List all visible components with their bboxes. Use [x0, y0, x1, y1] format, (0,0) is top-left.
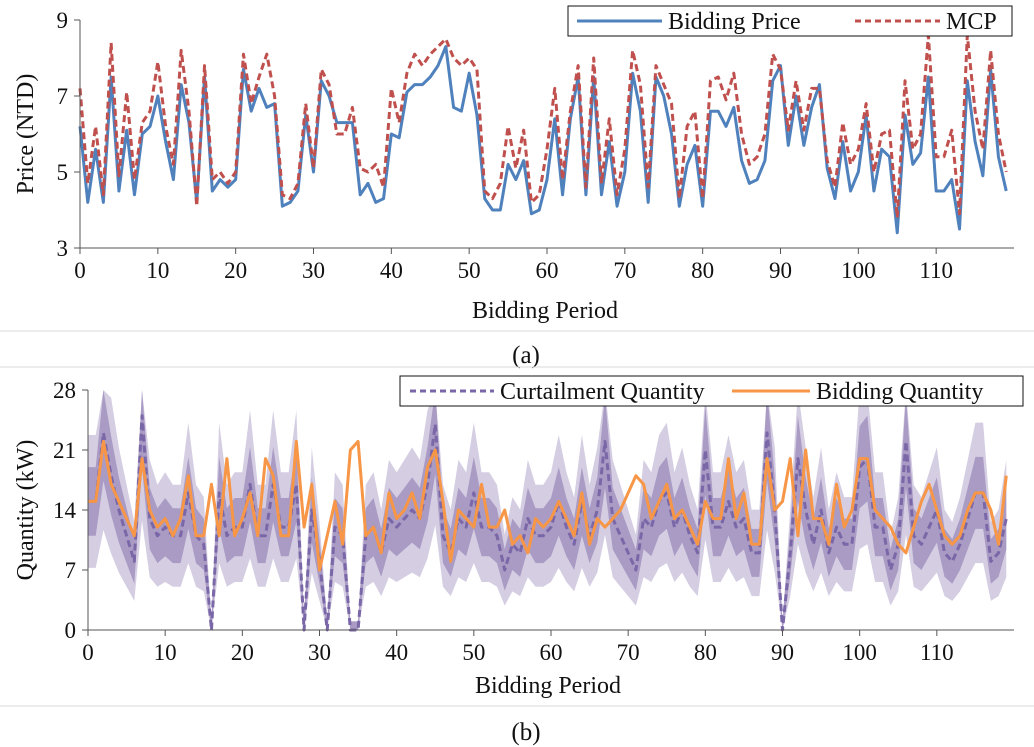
x-tick-label: 100	[841, 258, 876, 283]
y-tick-label: 7	[57, 84, 69, 109]
x-tick-label: 80	[691, 258, 714, 283]
x-tick-label: 80	[694, 640, 717, 665]
panel-a-x-axis-label: Bidding Period	[472, 298, 618, 324]
panel-a-price-chart: 0 10 20 30 40 50 60 70 80 90 100 110 3 5 7 9 Bidding Pe…	[13, 5, 1014, 369]
legend-label-mcp: MCP	[946, 9, 997, 35]
curtailment-inner-band	[88, 390, 1007, 630]
x-tick-label: 30	[302, 258, 325, 283]
panel-b-legend-box	[399, 375, 1024, 407]
panel-b-x-axis-label: Bidding Period	[475, 673, 621, 699]
y-tick-label: 14	[53, 498, 77, 523]
panel-a-y-axis-label: Price (NTD)	[13, 74, 39, 195]
panel-a-legend: Bidding Price MCP	[567, 5, 1013, 37]
x-tick-label: 20	[224, 258, 247, 283]
y-tick-label: 28	[53, 378, 76, 403]
panel-b-quantity-chart: 0 10 20 30 40 50 60 70 80 90 100 110 0 7 14 21 28 Biddin…	[13, 375, 1024, 746]
y-tick-label: 21	[53, 438, 76, 463]
x-tick-label: 0	[82, 640, 94, 665]
x-tick-label: 70	[613, 258, 636, 283]
series-line-bidding-quantity	[88, 439, 1008, 572]
x-tick-label: 50	[462, 640, 485, 665]
x-tick-label: 30	[308, 640, 331, 665]
panel-a-caption: (a)	[512, 342, 540, 369]
series-line-mcp	[78, 33, 1008, 220]
series-line-curtailment-quantity	[88, 414, 1008, 632]
x-tick-label: 40	[385, 640, 408, 665]
panel-b-legend: Curtailment Quantity Bidding Quantity	[399, 375, 1024, 407]
x-tick-label: 50	[458, 258, 481, 283]
panel-b-ticks: 0 10 20 30 40 50 60 70 80 90 100 110 0 7 14 21 28	[53, 378, 954, 665]
panel-a-ticks: 0 10 20 30 40 50 60 70 80 90 100 110 3 5 7 9	[57, 8, 953, 283]
x-tick-label: 90	[769, 258, 792, 283]
y-tick-label: 7	[65, 558, 77, 583]
y-tick-label: 5	[57, 160, 69, 185]
x-tick-label: 110	[919, 258, 953, 283]
x-tick-label: 40	[380, 258, 403, 283]
y-tick-label: 3	[57, 236, 69, 261]
y-tick-label: 9	[57, 8, 69, 33]
x-tick-label: 10	[154, 640, 177, 665]
x-tick-label: 60	[536, 258, 559, 283]
x-tick-label: 110	[920, 640, 954, 665]
x-tick-label: 70	[617, 640, 640, 665]
legend-label-bidding-price: Bidding Price	[668, 9, 801, 35]
panel-b-caption: (b)	[511, 719, 540, 746]
panel-b-y-axis-label: Quantity (kW)	[13, 440, 39, 581]
panel-b-plot-area	[88, 390, 1008, 632]
x-tick-label: 60	[540, 640, 563, 665]
x-tick-label: 100	[842, 640, 877, 665]
legend-label-bidding-quantity: Bidding Quantity	[816, 379, 983, 405]
x-tick-label: 90	[771, 640, 794, 665]
x-tick-label: 10	[146, 258, 169, 283]
x-tick-label: 0	[74, 258, 86, 283]
series-line-bidding-price	[78, 45, 1008, 235]
legend-label-curtailment-quantity: Curtailment Quantity	[500, 379, 705, 405]
y-tick-label: 0	[65, 618, 77, 643]
panel-a-plot-area	[78, 33, 1008, 235]
x-tick-label: 20	[231, 640, 254, 665]
